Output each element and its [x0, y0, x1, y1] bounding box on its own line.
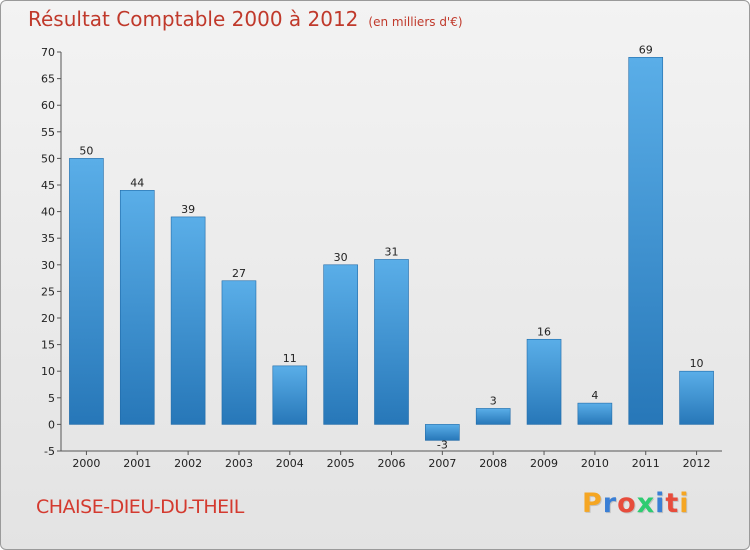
bar: [272, 365, 308, 425]
bar-value-label: -3: [437, 438, 448, 451]
logo-letter: x: [636, 488, 656, 519]
x-tick-label: 2009: [530, 457, 558, 470]
y-tick-label: 50: [41, 152, 55, 165]
bar: [577, 402, 613, 425]
bar: [374, 259, 409, 425]
logo-letter: i: [679, 488, 690, 519]
bar: [475, 408, 511, 425]
y-tick-label: 35: [41, 232, 55, 245]
bar: [323, 264, 358, 425]
x-tick-label: 2007: [428, 457, 456, 470]
y-axis: -5 0 5 10 15 20 25 30 35 40 45 50 55 60 65 70: [41, 46, 62, 458]
bar: [425, 424, 460, 441]
y-tick-label: -5: [44, 445, 55, 458]
bar-value-label: 4: [591, 389, 598, 402]
y-tick-label: 30: [41, 259, 55, 272]
y-tick-label: 0: [48, 418, 55, 431]
bar: [119, 190, 155, 425]
y-tick-label: 55: [41, 126, 55, 139]
bar-value-label: 3: [490, 394, 497, 407]
x-tick-label: 2002: [174, 457, 202, 470]
bar: [628, 57, 664, 425]
bar-value-label: 10: [690, 357, 704, 370]
chart-title: Résultat Comptable 2000 à 2012 (en millie…: [28, 7, 463, 31]
bar-value-label: 16: [537, 325, 551, 338]
bar-value-label: 30: [334, 251, 348, 264]
proxiti-logo[interactable]: Proxiti: [582, 488, 690, 519]
x-tick-label: 2006: [378, 457, 406, 470]
x-tick-label: 2010: [581, 457, 609, 470]
logo-letter: o: [617, 488, 637, 519]
bar-value-label: 39: [181, 203, 195, 216]
y-tick-label: 10: [41, 365, 55, 378]
bar: [69, 158, 104, 425]
bar: [526, 338, 562, 425]
x-tick-label: 2011: [632, 457, 660, 470]
bar-value-label: 69: [639, 43, 653, 56]
x-tick-label: 2001: [123, 457, 151, 470]
logo-letter: P: [582, 488, 603, 519]
logo-letter: t: [665, 488, 680, 519]
bar-value-label: 11: [283, 352, 297, 365]
bar: [221, 280, 257, 425]
bar: [679, 370, 714, 425]
x-tick-label: 2012: [683, 457, 711, 470]
logo-letter: i: [655, 488, 666, 519]
x-tick-label: 2000: [72, 457, 100, 470]
y-tick-label: 65: [41, 73, 55, 86]
x-tick-label: 2005: [327, 457, 355, 470]
logo-letter: r: [602, 488, 618, 519]
y-tick-label: 15: [41, 339, 55, 352]
y-tick-label: 70: [41, 46, 55, 59]
x-tick-label: 2008: [479, 457, 507, 470]
bar-labels: 50 44 39 27 11 30 31 -3 3 16 4 69 10: [79, 43, 703, 451]
bar-value-label: 44: [130, 176, 144, 189]
bar: [170, 216, 206, 425]
x-tick-label: 2004: [276, 457, 304, 470]
x-tick-label: 2003: [225, 457, 253, 470]
chart-title-text: Résultat Comptable 2000 à 2012: [28, 7, 359, 31]
y-tick-label: 25: [41, 285, 55, 298]
y-tick-label: 20: [41, 312, 55, 325]
y-tick-label: 60: [41, 99, 55, 112]
x-axis: 2000 2001 2002 2003 2004 2005 2006 2007 2008 2009…: [61, 450, 722, 470]
bar-value-label: 50: [79, 144, 93, 157]
commune-name: CHAISE-DIEU-DU-THEIL: [36, 496, 244, 518]
bars: [69, 57, 714, 441]
y-tick-label: 45: [41, 179, 55, 192]
y-tick-label: 5: [48, 392, 55, 405]
chart-unit: (en milliers d'€): [368, 15, 463, 29]
y-tick-label: 40: [41, 206, 55, 219]
bar-value-label: 31: [385, 245, 399, 258]
bar-value-label: 27: [232, 267, 246, 280]
